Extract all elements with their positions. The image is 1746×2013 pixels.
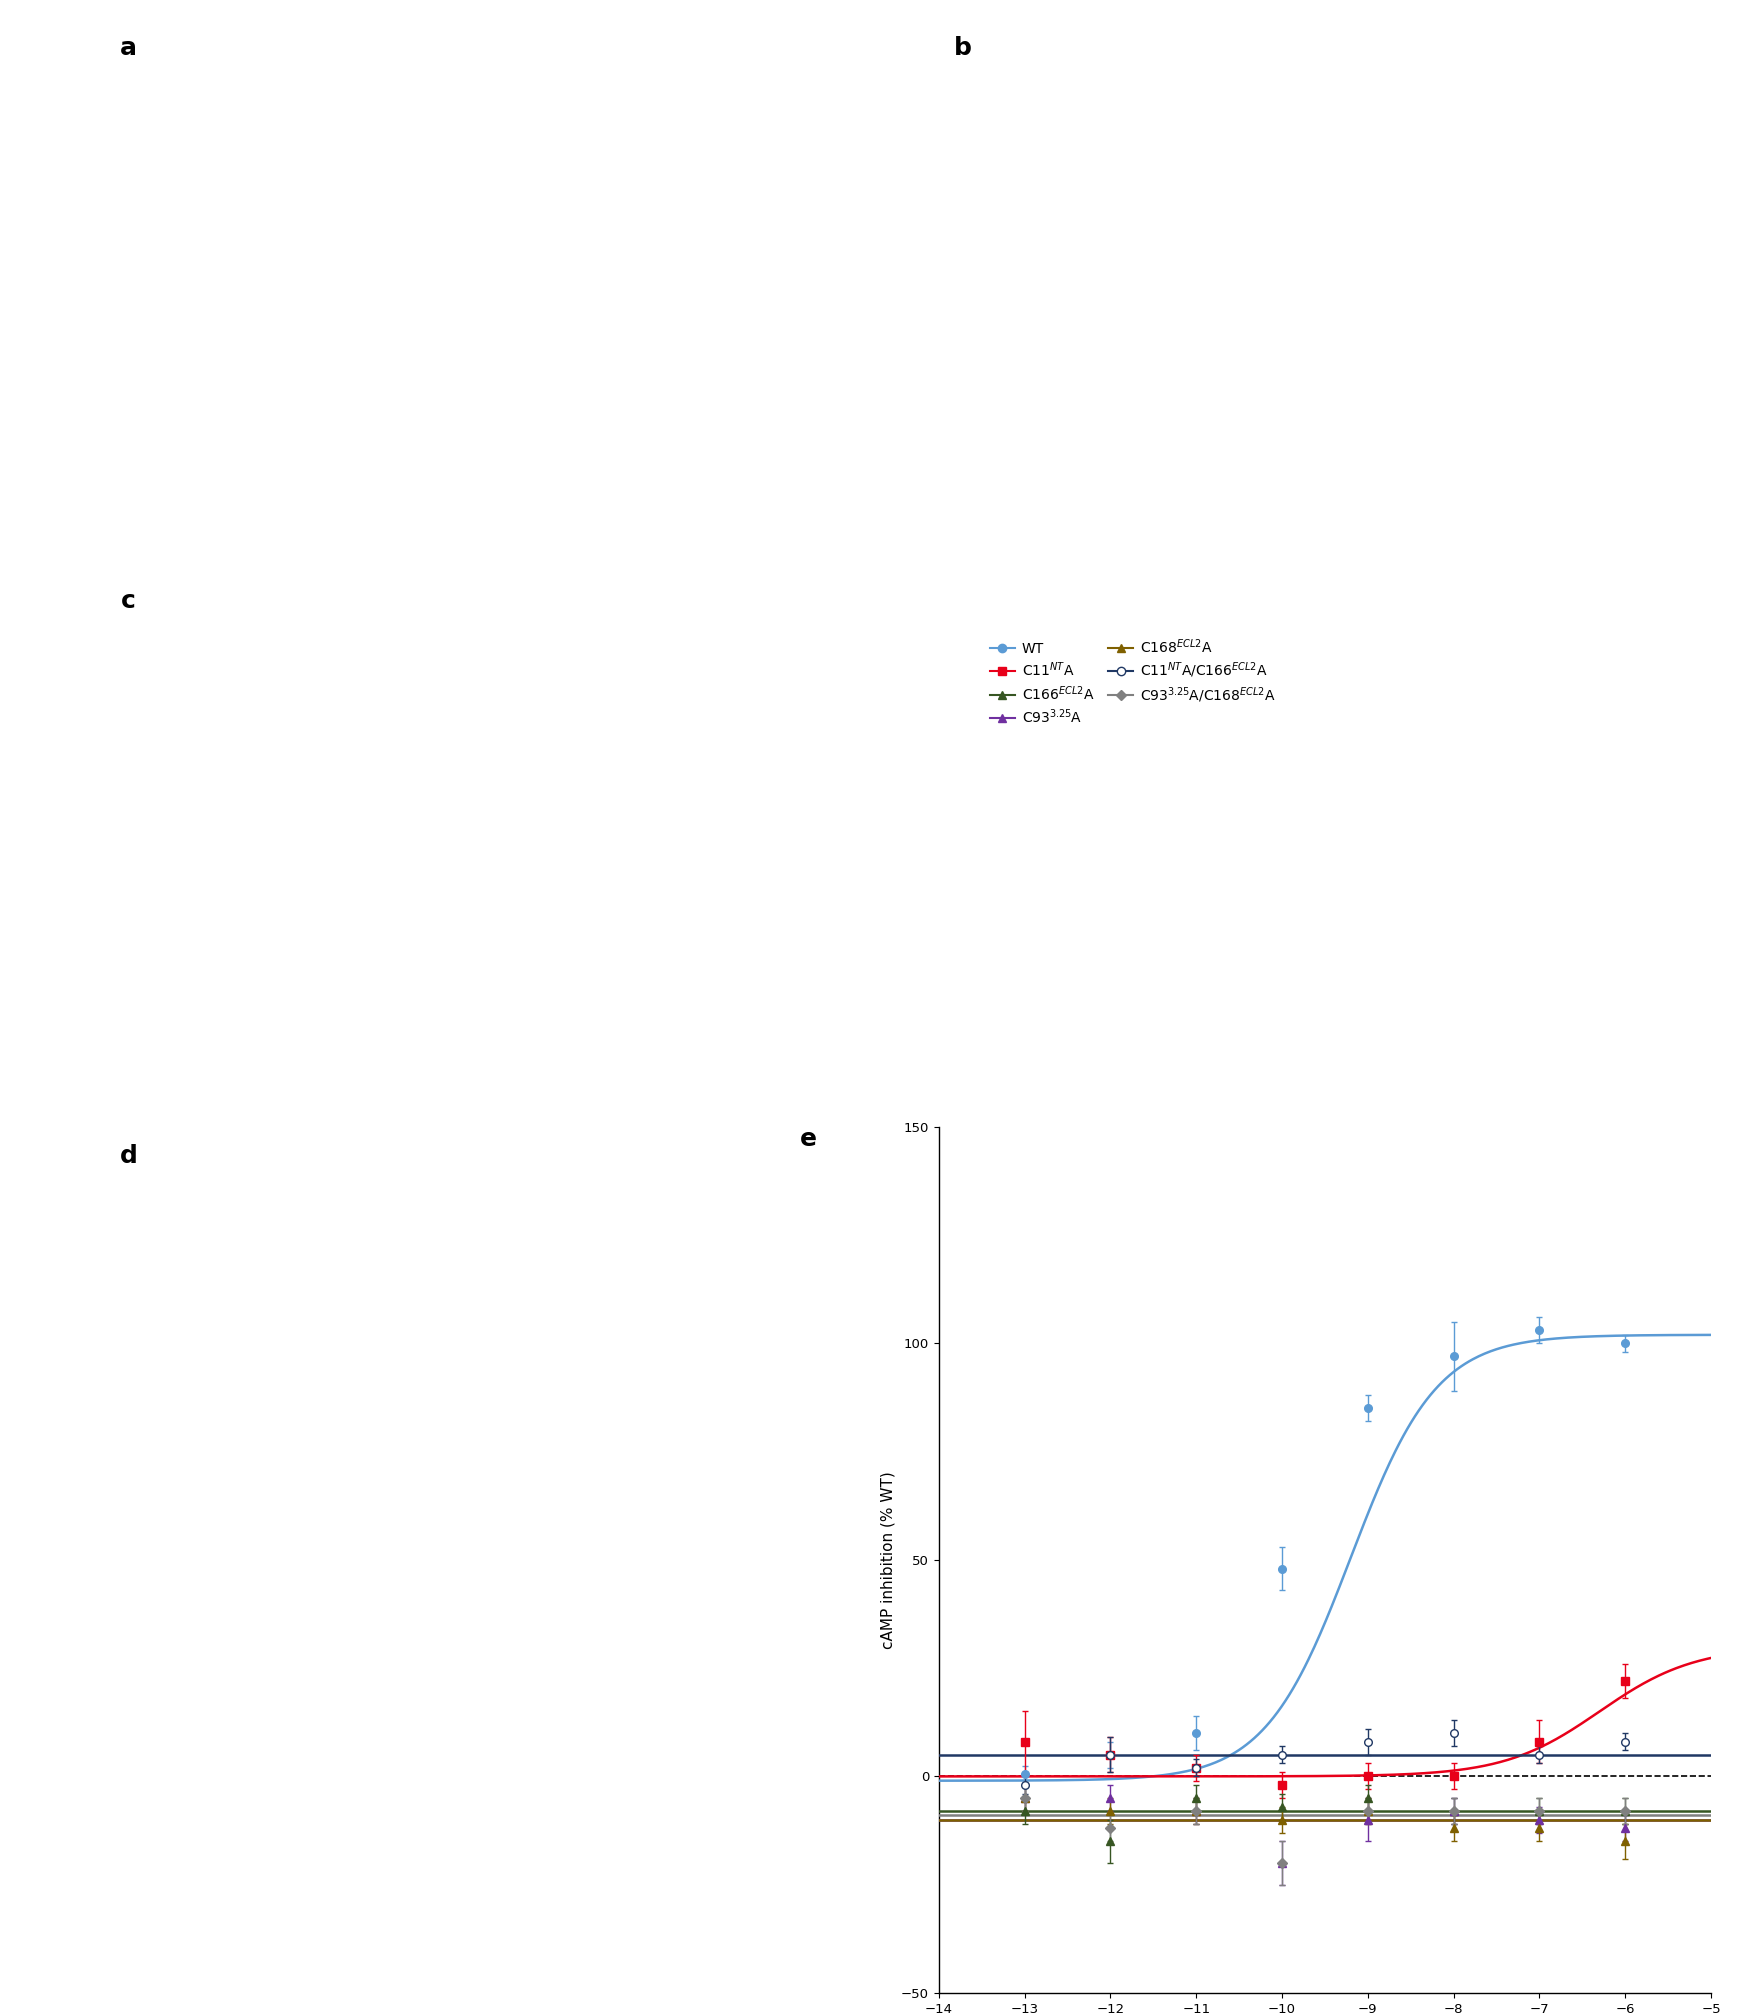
Text: b: b xyxy=(955,36,973,60)
Text: a: a xyxy=(120,36,138,60)
Legend: WT, C11$^{NT}$A, C166$^{ECL2}$A, C93$^{3.25}$A, C168$^{ECL2}$A, C11$^{NT}$A/C166: WT, C11$^{NT}$A, C166$^{ECL2}$A, C93$^{3… xyxy=(985,632,1282,733)
Text: c: c xyxy=(120,590,136,614)
Text: e: e xyxy=(800,1127,817,1151)
Y-axis label: cAMP inhibition (% WT): cAMP inhibition (% WT) xyxy=(880,1472,896,1649)
Text: d: d xyxy=(120,1143,138,1168)
